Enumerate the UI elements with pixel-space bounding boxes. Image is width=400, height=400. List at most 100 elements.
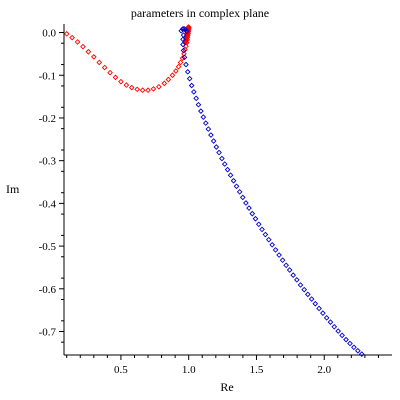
data-point xyxy=(283,262,289,269)
data-point xyxy=(172,68,179,74)
data-point xyxy=(80,43,86,50)
data-point xyxy=(182,37,189,44)
data-point xyxy=(69,34,75,41)
data-point xyxy=(236,189,243,195)
chart-title: parameters in complex plane xyxy=(131,6,269,20)
data-point xyxy=(213,144,220,150)
x-tick-label: 1.5 xyxy=(250,364,264,376)
data-point xyxy=(320,310,326,316)
data-point xyxy=(343,336,349,343)
data-point xyxy=(175,63,182,70)
data-point xyxy=(224,166,231,173)
x-tick-label: 0.5 xyxy=(114,364,128,376)
data-point xyxy=(134,86,141,93)
data-point xyxy=(331,323,338,330)
data-point xyxy=(347,340,353,347)
data-point xyxy=(183,28,190,35)
data-point xyxy=(252,215,259,222)
data-point xyxy=(255,221,262,228)
data-point xyxy=(316,305,322,312)
data-point xyxy=(107,69,113,76)
data-point xyxy=(74,39,81,45)
data-point xyxy=(276,252,282,258)
data-point xyxy=(239,194,246,201)
data-point xyxy=(272,247,279,253)
data-point xyxy=(180,47,187,54)
data-point xyxy=(269,241,276,248)
y-tick-label: -0.7 xyxy=(39,327,57,339)
data-point xyxy=(165,76,172,83)
data-point xyxy=(179,55,186,62)
data-point xyxy=(150,86,157,92)
data-point xyxy=(294,276,300,283)
data-point xyxy=(327,319,334,325)
data-point xyxy=(169,72,176,79)
data-point xyxy=(358,351,365,357)
data-point xyxy=(301,286,308,293)
data-point xyxy=(193,95,199,102)
data-point xyxy=(221,161,228,167)
data-point xyxy=(180,36,186,43)
data-point xyxy=(210,138,217,144)
ticks: 0.5 1.0 1.5 2.0 0.0 -0.1 -0.2 -0.3 -0.4 -0.5 -0.6 -… xyxy=(39,28,379,376)
x-axis-label: Re xyxy=(220,380,233,394)
data-point xyxy=(186,75,193,82)
data-point xyxy=(312,300,319,307)
data-point xyxy=(230,177,237,184)
y-tick-label: -0.2 xyxy=(39,113,56,125)
data-points xyxy=(63,24,365,357)
x-tick-label: 1.0 xyxy=(182,364,196,376)
x-tick-label: 2.0 xyxy=(317,364,331,376)
data-point xyxy=(249,210,256,217)
axes xyxy=(63,24,392,356)
data-point xyxy=(335,328,342,334)
y-tick-label: -0.3 xyxy=(39,156,57,168)
data-point xyxy=(180,41,186,48)
data-point xyxy=(123,82,130,88)
data-point xyxy=(233,183,240,190)
y-tick-label: -0.6 xyxy=(39,284,57,296)
data-point xyxy=(96,59,103,66)
data-point xyxy=(101,64,108,71)
data-point xyxy=(156,83,162,90)
data-point xyxy=(118,78,124,85)
data-point xyxy=(246,205,252,211)
data-point xyxy=(85,48,92,55)
data-point xyxy=(139,87,146,94)
y-tick-label: -0.1 xyxy=(39,70,56,82)
data-point xyxy=(265,236,272,243)
data-point xyxy=(208,132,214,138)
data-point xyxy=(205,126,212,132)
data-point xyxy=(243,200,249,206)
data-point xyxy=(181,54,188,61)
data-point xyxy=(290,272,297,278)
y-tick-label: -0.5 xyxy=(39,241,57,253)
data-point xyxy=(262,231,269,238)
data-point xyxy=(297,282,304,288)
data-point xyxy=(200,114,207,120)
data-point xyxy=(188,82,195,89)
y-tick-label: 0.0 xyxy=(42,28,56,40)
data-point xyxy=(355,347,361,354)
data-point xyxy=(63,30,70,37)
data-point xyxy=(177,59,184,66)
data-point xyxy=(195,101,202,108)
data-point xyxy=(279,257,286,264)
y-tick-label: -0.4 xyxy=(39,198,57,210)
data-point xyxy=(323,315,330,321)
data-point xyxy=(339,332,345,339)
data-point xyxy=(304,291,311,298)
data-point xyxy=(90,54,97,60)
data-point xyxy=(161,80,168,87)
data-point xyxy=(259,226,265,233)
data-point xyxy=(198,108,204,114)
data-point xyxy=(128,84,135,91)
data-point xyxy=(286,267,293,273)
data-point xyxy=(216,149,222,156)
data-point xyxy=(183,61,189,68)
data-point xyxy=(308,296,315,302)
data-point xyxy=(219,155,225,162)
data-point xyxy=(227,172,234,179)
data-point xyxy=(351,344,357,351)
